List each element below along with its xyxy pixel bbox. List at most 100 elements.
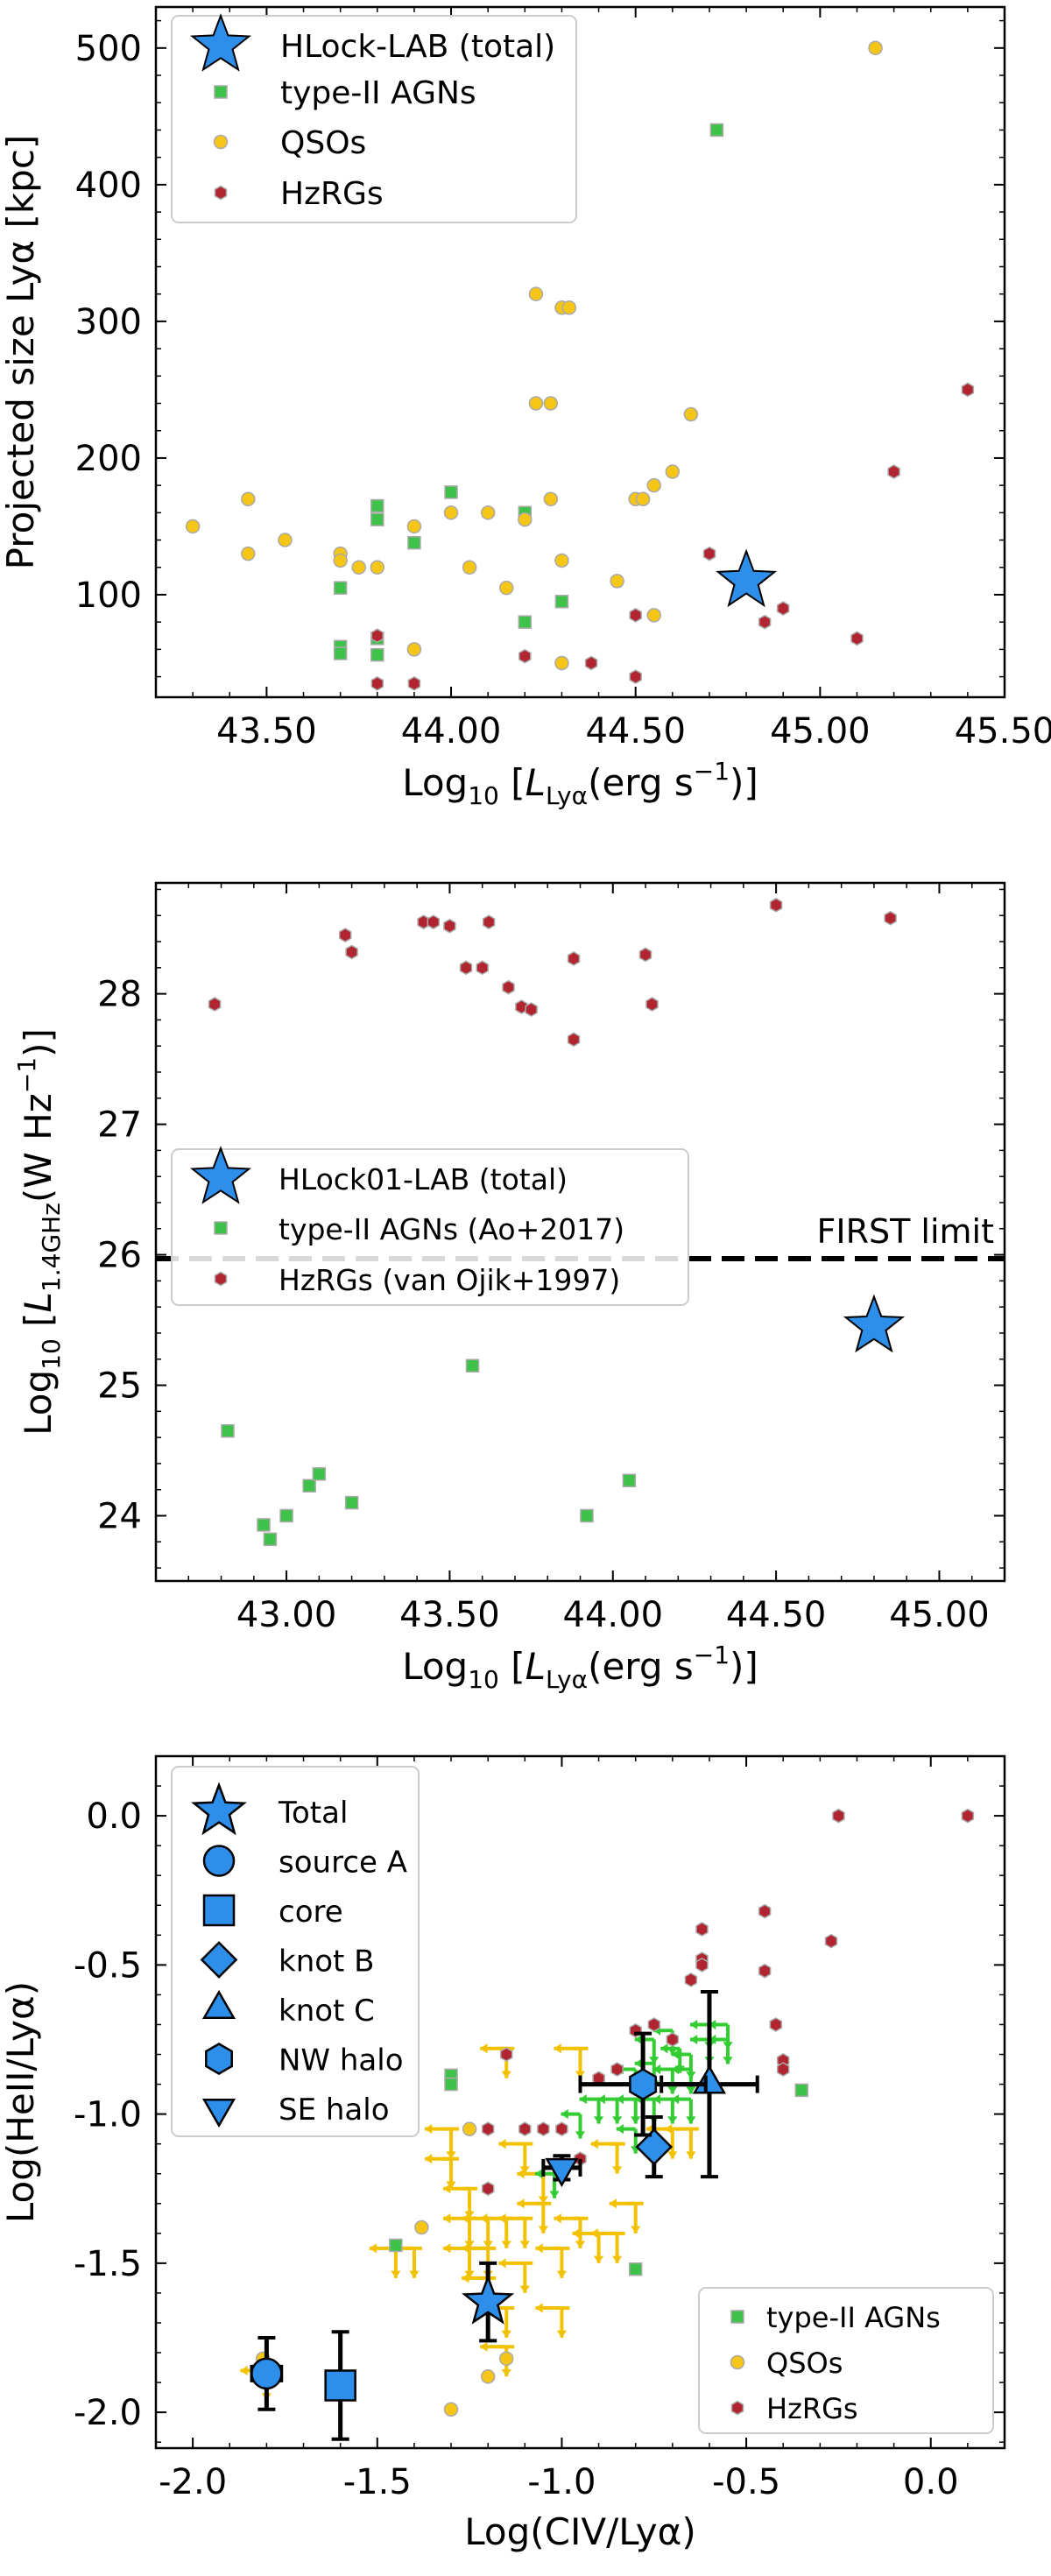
left-limit-arrow-head	[517, 2169, 525, 2179]
qso-point	[480, 2369, 496, 2384]
legend-marker-agn	[730, 2310, 744, 2324]
legend-marker-agn	[214, 1221, 228, 1235]
legend-label: knot C	[279, 1994, 375, 2029]
plot-frame	[154, 5, 1006, 699]
upper-limit-arrow-head	[519, 2166, 530, 2174]
hzrg-point	[887, 464, 900, 479]
hzrg-point	[824, 1933, 838, 1949]
hzrg-point	[776, 2062, 790, 2077]
left-limit-arrow-head	[664, 2124, 673, 2135]
legend-marker	[201, 1989, 236, 2020]
legend-marker	[200, 1941, 238, 1979]
green-left-limit-arrow-head	[689, 2019, 698, 2030]
qso-point	[406, 642, 422, 657]
upper-limit-arrow-head	[446, 2151, 456, 2159]
upper-limit-arrow-head	[575, 2241, 586, 2248]
measurement-marker	[692, 2064, 727, 2094]
legend-label: HzRGs	[766, 2392, 858, 2425]
legend-marker	[201, 2098, 236, 2128]
agn-point	[628, 2262, 643, 2276]
agn-point	[344, 1495, 359, 1510]
y-tick-label: 25	[97, 1366, 142, 1407]
x-tick-label: 45.00	[889, 1595, 990, 1635]
upper-limit-arrow-head	[556, 2330, 568, 2338]
hzrg-point	[758, 1963, 772, 1979]
legend-label: HLock01-LAB (total)	[279, 1162, 568, 1196]
agn-point	[263, 1532, 278, 1547]
green-left-limit-arrow-head	[652, 2064, 661, 2075]
measurement-total	[462, 2261, 515, 2343]
hzrg-point	[884, 910, 897, 926]
green-upper-limit-arrow-head	[686, 2116, 696, 2124]
x-tick-label: 44.00	[563, 1595, 664, 1635]
legend-left: Total source A core knot B knot C NW halo SE h…	[171, 1766, 420, 2137]
legend-marker-star	[189, 1146, 252, 1204]
legend-label: knot B	[279, 1944, 375, 1980]
agn-point	[407, 535, 421, 550]
qso-point	[543, 396, 559, 411]
hzrg-point	[647, 2017, 661, 2032]
qso-point	[370, 560, 385, 575]
y-axis-label: Log(HeII/Lyα)	[0, 1981, 42, 2223]
hzrg-point	[961, 1808, 975, 1824]
left-limit-arrow-head	[590, 2139, 598, 2149]
legend-label: Total	[278, 1796, 348, 1831]
qso-point	[610, 574, 624, 589]
qso-point	[665, 464, 681, 479]
green-left-limit-arrow-head	[597, 2093, 605, 2105]
agn-point	[444, 2077, 458, 2092]
green-left-limit-arrow-head	[689, 2034, 698, 2045]
legend-marker-hzrg	[730, 2400, 744, 2416]
hzrg-point	[666, 2032, 680, 2047]
upper-limit-arrow-head	[501, 2368, 511, 2377]
measurement-source-a	[250, 2336, 284, 2411]
legend-marker-agn	[214, 85, 228, 99]
legend-label: HzRGs	[280, 176, 384, 212]
qso-point	[443, 505, 459, 520]
x-axis-label: Log(CIV/Lyα)	[464, 2510, 695, 2553]
qso-point	[528, 396, 544, 411]
hzrg-point	[476, 960, 489, 976]
agn-point	[333, 646, 348, 660]
qso-point	[561, 300, 577, 315]
y-tick-label: -1.5	[74, 2244, 142, 2284]
y-tick-label: 26	[97, 1236, 142, 1276]
upper-limit-arrow-head	[483, 2241, 493, 2248]
qso-point	[528, 286, 544, 301]
upper-limit-arrow-head	[501, 2330, 511, 2338]
upper-limit-arrow-head	[519, 2285, 530, 2293]
upper-limit-arrow-head	[464, 2270, 475, 2278]
chart-panel-3: -2.0 -1.5 -1.0 -0.5 0.0 -2.0 -1.5 -1.0 -0.5 0.0 Lo…	[0, 1754, 1006, 2553]
green-left-limit-arrow-head	[535, 2169, 543, 2179]
x-axis-label: Log10 [LLyα(erg s−1)]	[402, 1641, 758, 1694]
qso-point	[683, 406, 699, 422]
y-tick-label: 500	[75, 29, 142, 69]
legend-label: QSOs	[766, 2347, 843, 2380]
qso-point	[406, 519, 422, 534]
measurement-knot-b	[635, 2115, 674, 2179]
left-limit-arrow-head	[462, 2213, 469, 2224]
measurement-marker	[635, 2128, 674, 2166]
hzrg-point	[459, 960, 473, 976]
green-left-limit-arrow-head	[709, 2034, 716, 2045]
left-limit-arrow-head	[498, 2258, 506, 2269]
green-left-limit-arrow-head	[660, 2043, 668, 2054]
hzrg-point	[481, 2181, 495, 2197]
upper-limit-arrow-head	[519, 2241, 530, 2248]
y-tick-label: 200	[75, 439, 142, 479]
plot-frame	[154, 881, 1006, 1583]
left-limit-arrow-head	[443, 2213, 451, 2224]
left-limit-arrow-head	[480, 2213, 488, 2224]
agn-point	[622, 1473, 637, 1488]
hzrg-point	[610, 2062, 624, 2077]
agn-point	[302, 1479, 316, 1493]
qso-point	[241, 491, 256, 506]
agn-point	[279, 1508, 293, 1523]
legend-label: source A	[279, 1846, 407, 1881]
hzrg-point	[638, 947, 652, 963]
legend: HLock01-LAB (total) type-II AGNs (Ao+2017…	[171, 1146, 689, 1306]
x-tick-label: 45.00	[770, 711, 871, 752]
green-upper-limit-arrow-head	[593, 2116, 604, 2124]
x-tick-label: 44.00	[401, 711, 502, 752]
agn-point	[580, 1508, 594, 1523]
